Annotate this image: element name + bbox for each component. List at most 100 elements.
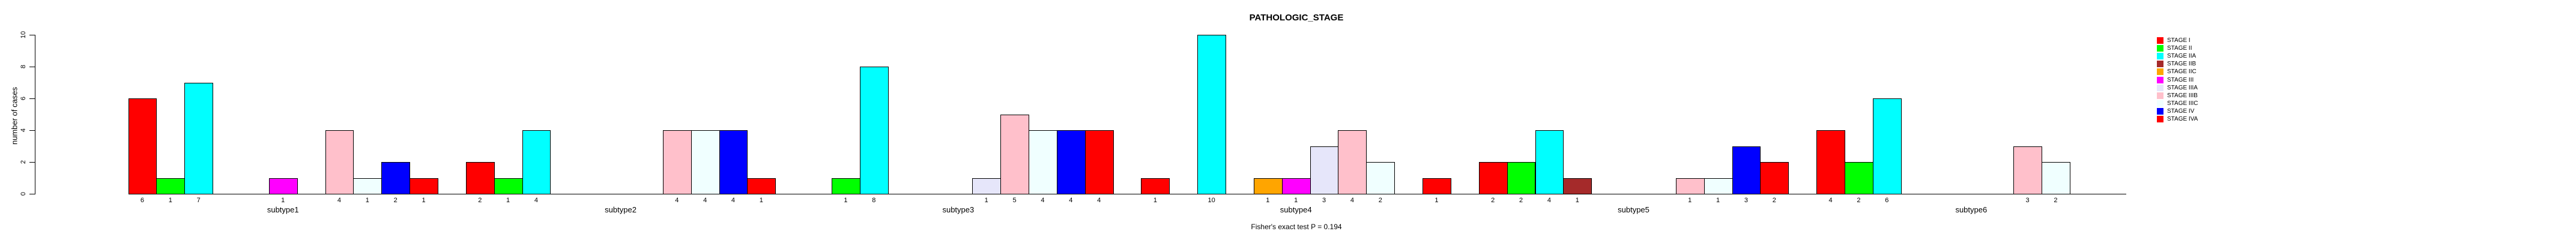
- bar-value-label: 1: [506, 197, 510, 204]
- chart-title: PATHOLOGIC_STAGE: [1249, 13, 1344, 23]
- bar-subtype1-stage-iv: [381, 162, 411, 194]
- x-axis-group-label-subtype6: subtype6: [1955, 205, 1988, 214]
- legend-item-stage-iiia: STAGE IIIA: [2157, 84, 2198, 91]
- legend-item-stage-iii: STAGE III: [2157, 76, 2194, 83]
- bar-subtype3-stage-iiic: [1029, 130, 1057, 194]
- legend-item-stage-iib: STAGE IIB: [2157, 61, 2196, 68]
- bar-value-label: 3: [1322, 197, 1326, 204]
- legend-swatch-stage-iiib: [2157, 92, 2163, 99]
- x-axis-group-label-subtype4: subtype4: [1280, 205, 1312, 214]
- bar-value-label: 1: [422, 197, 426, 204]
- bar-value-label: 1: [168, 197, 172, 204]
- bar-subtype4-stage-iia: [1197, 35, 1227, 194]
- bar-value-label: 4: [1828, 197, 1833, 204]
- bar-value-label: 1: [1575, 197, 1579, 204]
- bar-subtype4-stage-iiic: [1366, 162, 1395, 194]
- bar-value-label: 4: [534, 197, 539, 204]
- legend-swatch-stage-iii: [2157, 76, 2163, 83]
- bar-value-label: 2: [1772, 197, 1776, 204]
- bar-value-label: 3: [2025, 197, 2030, 204]
- bar-subtype1-stage-iia: [184, 82, 214, 194]
- bar-value-label: 10: [1208, 197, 1215, 204]
- bar-value-label: 1: [365, 197, 369, 204]
- bar-subtype1-stage-i: [128, 98, 157, 194]
- bar-subtype6-stage-iiib: [2013, 146, 2042, 194]
- y-tick-label: 0: [20, 191, 27, 196]
- bar-subtype2-stage-iiib: [662, 130, 692, 194]
- legend-swatch-stage-iiic: [2157, 100, 2163, 107]
- bar-value-label: 1: [281, 197, 285, 204]
- bar-value-label: 5: [1012, 197, 1017, 204]
- legend-label: STAGE I: [2167, 37, 2191, 44]
- legend-item-stage-iiib: STAGE IIIB: [2157, 92, 2198, 99]
- bar-value-label: 4: [675, 197, 679, 204]
- bar-value-label: 2: [1857, 197, 1861, 204]
- bar-value-label: 1: [1688, 197, 1692, 204]
- legend-label: STAGE IVA: [2167, 116, 2198, 122]
- legend-swatch-stage-iic: [2157, 68, 2163, 76]
- bar-subtype4-stage-iva: [1423, 178, 1451, 194]
- bar-value-label: 2: [478, 197, 482, 204]
- legend-label: STAGE IIB: [2167, 61, 2197, 68]
- bar-subtype3-stage-iiib: [1000, 114, 1030, 194]
- legend-label: STAGE IIIC: [2167, 100, 2198, 107]
- bar-subtype5-stage-iia: [1535, 130, 1564, 194]
- y-tick-mark: [29, 162, 35, 163]
- legend-item-stage-iic: STAGE IIC: [2157, 68, 2197, 76]
- legend-label: STAGE IV: [2167, 107, 2195, 115]
- bar-value-label: 6: [140, 197, 144, 204]
- bar-value-label: 2: [1491, 197, 1495, 204]
- legend-label: STAGE IIC: [2167, 68, 2197, 76]
- bar-subtype3-stage-iva: [1084, 130, 1114, 194]
- bar-subtype3-stage-iiia: [972, 178, 1002, 194]
- bar-value-label: 4: [1041, 197, 1045, 204]
- bar-value-label: 2: [1519, 197, 1523, 204]
- y-tick-mark: [29, 98, 35, 99]
- legend-swatch-stage-ii: [2157, 45, 2163, 52]
- bar-value-label: 4: [337, 197, 341, 204]
- bar-subtype5-stage-iva: [1760, 162, 1789, 194]
- bar-subtype6-stage-i: [1816, 130, 1845, 194]
- bar-value-label: 8: [872, 197, 876, 204]
- x-axis-group-label-subtype3: subtype3: [942, 205, 975, 214]
- bar-subtype5-stage-iv: [1732, 146, 1761, 194]
- fisher-test-annotation: Fisher's exact test P = 0.194: [1251, 223, 1342, 231]
- bar-value-label: 1: [1716, 197, 1720, 204]
- bar-subtype2-stage-ii: [494, 178, 523, 194]
- bar-subtype5-stage-iib: [1563, 178, 1592, 194]
- bar-subtype5-stage-iiib: [1675, 178, 1705, 194]
- bar-value-label: 2: [1378, 197, 1382, 204]
- bar-value-label: 4: [731, 197, 736, 204]
- bar-value-label: 2: [393, 197, 398, 204]
- bar-subtype2-stage-iv: [719, 130, 748, 194]
- legend-swatch-stage-iva: [2157, 116, 2163, 122]
- bar-subtype1-stage-ii: [156, 178, 186, 194]
- y-axis-title: number of cases: [10, 86, 19, 145]
- y-tick-label: 4: [20, 128, 27, 133]
- bar-value-label: 1: [984, 197, 988, 204]
- x-axis-group-label-subtype1: subtype1: [267, 205, 299, 214]
- bar-value-label: 1: [1435, 197, 1439, 204]
- bar-subtype1-stage-iiic: [353, 178, 382, 194]
- legend-swatch-stage-iib: [2157, 61, 2163, 68]
- bar-value-label: 4: [1069, 197, 1073, 204]
- bar-subtype6-stage-ii: [1844, 162, 1873, 194]
- bar-value-label: 6: [1885, 197, 1889, 204]
- bar-value-label: 4: [1097, 197, 1101, 204]
- bar-subtype6-stage-iiic: [2041, 162, 2070, 194]
- bar-subtype5-stage-ii: [1507, 162, 1536, 194]
- legend-label: STAGE IIA: [2167, 53, 2197, 60]
- bar-value-label: 1: [1266, 197, 1270, 204]
- bar-subtype4-stage-iiia: [1310, 146, 1339, 194]
- bar-value-label: 4: [1350, 197, 1354, 204]
- bar-value-label: 1: [1294, 197, 1298, 204]
- bar-subtype4-stage-iii: [1281, 178, 1311, 194]
- x-axis-group-label-subtype2: subtype2: [605, 205, 636, 214]
- legend-item-stage-i: STAGE I: [2157, 37, 2191, 44]
- bar-subtype3-stage-ii: [832, 178, 860, 194]
- bar-subtype5-stage-iiic: [1704, 178, 1733, 194]
- bar-value-label: 7: [196, 197, 201, 204]
- bar-subtype2-stage-iva: [747, 178, 776, 194]
- y-tick-label: 6: [20, 96, 27, 101]
